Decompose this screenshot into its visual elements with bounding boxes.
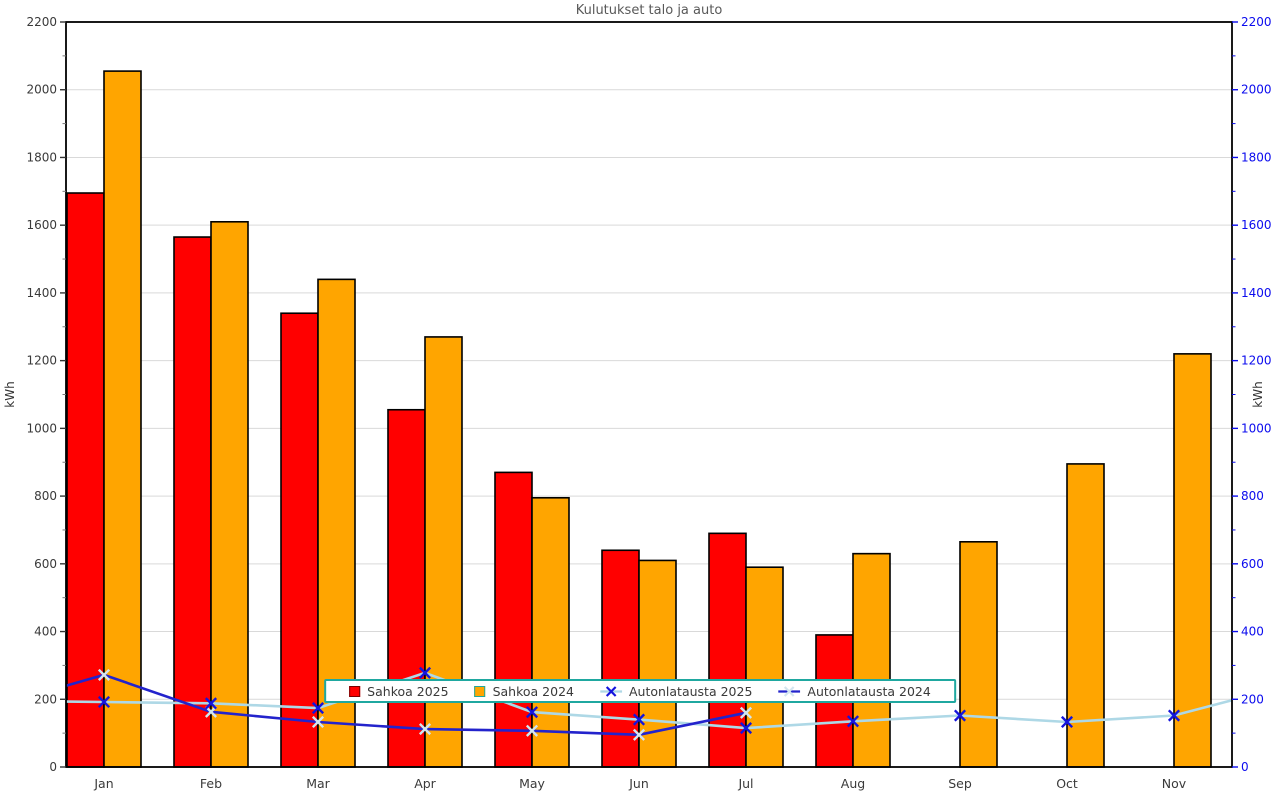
marker-x-autonlatausta-2024-jun [632,728,646,741]
marker-x-autonlatausta-2025-oct [1060,715,1074,729]
legend-marker-x-2025-icon [599,685,622,697]
marker-x-autonlatausta-2025-aug [846,715,860,728]
marker-x-autonlatausta-2025-feb [204,697,218,710]
left-tick-label: 1200 [26,354,57,368]
left-tick-label: 600 [34,557,57,571]
legend-item-autonlatausta-2024: Autonlatausta 2024 [765,684,943,699]
left-tick-label: 1800 [26,150,57,164]
left-tick-label: 2000 [26,83,57,97]
left-tick-label: 2200 [26,15,57,29]
marker-x-autonlatausta-2024-mar [311,715,325,729]
x-tick-label-jan: Jan [93,776,113,791]
legend-x-icon [784,685,795,697]
right-tick-label: 1800 [1241,150,1272,164]
left-tick-label: 0 [49,760,57,774]
marker-x-autonlatausta-2025-jan [97,695,111,709]
marker-x-autonlatausta-2025-sep [953,709,967,722]
x-tick-label-nov: Nov [1162,776,1187,791]
legend-label-autonlatausta-2025: Autonlatausta 2025 [628,683,753,699]
bar-sahkoa-2025-apr [387,408,426,768]
x-tick-label-jul: Jul [737,776,753,791]
legend-swatch-red-bar [349,685,361,697]
marker-x-autonlatausta-2025-apr [418,666,432,679]
legend-label-sahkoa-2025: Sahkoa 2025 [367,683,449,699]
marker-x-autonlatausta-2024-jul [739,706,753,719]
legend-item-autonlatausta-2025: Autonlatausta 2025 [587,684,765,699]
chart-title: Kulutukset talo ja auto [575,3,723,18]
bar-sahkoa-2025-may [494,471,533,768]
x-tick-label-sep: Sep [948,776,972,791]
right-tick-label: 0 [1241,760,1249,774]
left-tick-label: 1000 [26,421,57,435]
marker-x-autonlatausta-2025-nov [1167,709,1181,722]
legend-label-sahkoa-2024: Sahkoa 2024 [492,683,574,699]
bar-sahkoa-2025-mar [280,312,319,768]
right-tick-label: 400 [1241,625,1264,639]
right-tick-label: 1600 [1241,218,1272,232]
right-tick-label: 800 [1241,489,1264,503]
legend-marker-x-2024-icon [778,685,801,697]
chart-legend: Sahkoa 2025 Sahkoa 2024 Autonlatausta 20… [324,679,956,703]
marker-x-autonlatausta-2024-may [525,724,539,737]
right-tick-label: 1400 [1241,286,1272,300]
left-tick-label: 1600 [26,218,57,232]
bar-sahkoa-2024-jul [745,566,784,768]
x-tick-label-may: May [519,776,545,791]
bar-sahkoa-2024-nov [1173,353,1212,768]
marker-x-autonlatausta-2025-jul [739,722,753,735]
x-tick-label-feb: Feb [200,776,222,791]
marker-x-autonlatausta-2025-may [525,706,539,719]
right-tick-label: 2000 [1241,83,1272,97]
bar-sahkoa-2024-jan [103,70,142,768]
left-tick-label: 800 [34,489,57,503]
legend-x-icon [605,685,617,697]
bar-sahkoa-2025-jan [66,192,105,768]
marker-x-autonlatausta-2025-jun [632,713,646,726]
bar-sahkoa-2024-oct [1066,463,1105,768]
x-tick-label-oct: Oct [1056,776,1078,791]
legend-item-sahkoa-2025: Sahkoa 2025 [336,684,461,699]
right-tick-label: 600 [1241,557,1264,571]
bar-sahkoa-2024-aug [852,552,891,768]
x-tick-label-aug: Aug [841,776,865,791]
x-tick-label-jun: Jun [628,776,649,791]
x-tick-label-mar: Mar [306,776,330,791]
left-tick-label: 200 [34,692,57,706]
marker-x-autonlatausta-2025-mar [311,702,325,715]
bar-sahkoa-2024-jun [638,559,677,768]
right-tick-label: 200 [1241,692,1264,706]
left-tick-label: 400 [34,625,57,639]
bar-sahkoa-2024-feb [210,220,249,768]
legend-label-autonlatausta-2024: Autonlatausta 2024 [807,683,931,699]
x-tick-label-apr: Apr [414,776,436,791]
legend-swatch-orange-bar [474,685,486,697]
right-tick-label: 1000 [1241,421,1272,435]
right-axis-title: kWh [1251,381,1265,407]
line-autonlatausta-2024 [65,673,747,737]
marker-x-autonlatausta-2024-jan [97,668,111,681]
right-tick-label: 1200 [1241,354,1272,368]
legend-item-sahkoa-2024: Sahkoa 2024 [462,684,587,699]
bar-sahkoa-2024-may [531,496,570,768]
left-tick-label: 1400 [26,286,57,300]
right-tick-label: 2200 [1241,15,1272,29]
bar-sahkoa-2025-feb [173,236,212,768]
marker-x-autonlatausta-2024-apr [418,723,432,736]
bar-sahkoa-2024-sep [959,541,998,768]
left-axis-title: kWh [3,381,17,407]
